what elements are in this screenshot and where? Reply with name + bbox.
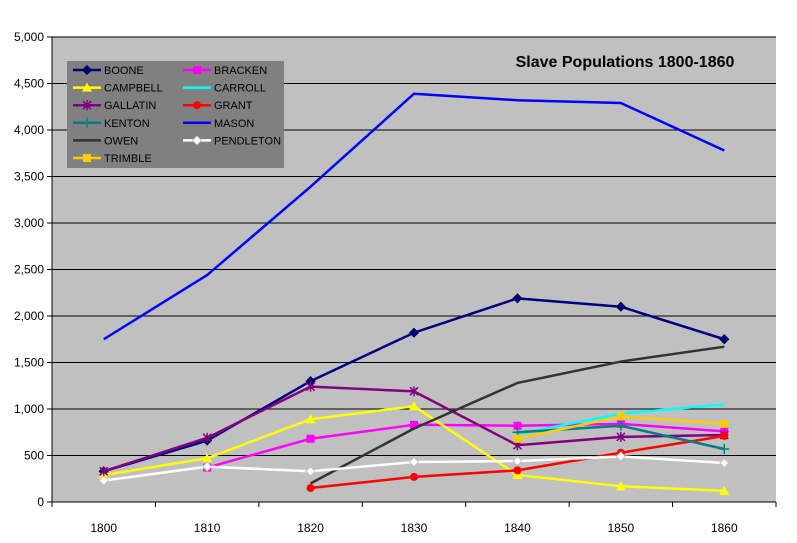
data-point-trimble xyxy=(513,434,522,443)
data-point-pendleton xyxy=(305,466,316,477)
legend-label: PENDLETON xyxy=(214,135,281,147)
data-point-pendleton xyxy=(98,475,109,486)
y-tick-label: 2,500 xyxy=(14,263,44,277)
legend-marker xyxy=(191,135,203,146)
x-tick-label: 1800 xyxy=(90,521,117,535)
y-tick-label: 1,500 xyxy=(14,356,44,370)
legend-item-grant: GRANT xyxy=(183,100,253,112)
data-point-campbell xyxy=(512,470,523,480)
y-tick-label: 5,000 xyxy=(14,30,44,44)
series-lines xyxy=(98,92,730,495)
data-point-pendleton xyxy=(408,456,420,468)
legend-marker xyxy=(193,101,201,110)
data-point-pendleton xyxy=(719,457,730,469)
series-owen xyxy=(309,345,725,485)
legend-item-carroll: CARROLL xyxy=(183,83,266,95)
legend-item-kenton: KENTON xyxy=(73,117,150,130)
x-tick-label: 1810 xyxy=(194,521,221,535)
x-tick-label: 1830 xyxy=(401,521,428,535)
x-tick-label: 1860 xyxy=(711,521,738,535)
series-pendleton xyxy=(98,451,730,486)
series-campbell xyxy=(98,401,730,495)
x-tick-label: 1820 xyxy=(297,521,324,535)
data-point-gallatin xyxy=(202,432,212,443)
data-point-kenton xyxy=(615,420,626,431)
x-tick-label: 1840 xyxy=(504,521,531,535)
data-point-boone xyxy=(615,301,626,312)
legend-label: TRIMBLE xyxy=(104,153,152,165)
data-point-boone xyxy=(719,334,730,345)
data-point-bracken xyxy=(306,434,315,443)
data-point-boone xyxy=(408,327,420,338)
legend: BOONE BRACKEN CAMPBELL CARROLL GALLATIN GRANT… xyxy=(67,61,284,168)
data-point-bracken xyxy=(410,420,418,429)
y-tick-label: 3,000 xyxy=(14,216,44,230)
legend-item-trimble: TRIMBLE xyxy=(73,153,152,165)
y-tick-label: 1,000 xyxy=(14,402,44,416)
data-point-gallatin xyxy=(409,386,419,397)
data-point-pendleton xyxy=(512,456,523,467)
data-point-bracken xyxy=(513,421,522,430)
chart-title: Slave Populations 1800-1860 xyxy=(516,54,735,71)
series-mason xyxy=(103,92,725,341)
data-point-trimble xyxy=(616,412,625,421)
legend-marker xyxy=(82,82,92,92)
data-point-gallatin xyxy=(616,431,626,442)
data-point-campbell xyxy=(615,481,626,491)
y-tick-label: 2,000 xyxy=(14,309,44,323)
series-trimble xyxy=(513,412,729,443)
legend-label: BOONE xyxy=(104,65,144,77)
legend-marker xyxy=(193,66,201,74)
legend-item-owen: OWEN xyxy=(73,135,138,147)
data-point-grant xyxy=(306,484,315,493)
y-tick-label: 4,500 xyxy=(14,77,44,91)
legend-label: CAMPBELL xyxy=(104,83,163,95)
data-point-campbell xyxy=(202,453,213,463)
data-point-campbell xyxy=(719,485,730,495)
legend-label: OWEN xyxy=(104,135,138,147)
legend-label: BRACKEN xyxy=(214,65,267,77)
legend-box xyxy=(67,61,284,168)
legend-item-gallatin: GALLATIN xyxy=(73,100,156,112)
data-point-gallatin xyxy=(99,466,109,477)
legend-item-bracken: BRACKEN xyxy=(183,65,267,77)
data-point-kenton xyxy=(719,443,730,454)
data-point-pendleton xyxy=(615,451,626,462)
data-point-campbell xyxy=(409,401,419,411)
legend-label: KENTON xyxy=(104,118,150,130)
data-point-campbell xyxy=(305,414,316,424)
series-line-mason xyxy=(103,92,725,341)
data-point-pendleton xyxy=(202,461,213,472)
legend-marker xyxy=(81,64,93,76)
legend-item-campbell: CAMPBELL xyxy=(73,82,163,95)
data-point-grant xyxy=(410,472,418,481)
y-tick-label: 4,000 xyxy=(14,123,44,137)
data-point-grant xyxy=(513,466,522,475)
legend-label: GALLATIN xyxy=(104,100,156,112)
legend-marker xyxy=(82,100,92,111)
data-point-trimble xyxy=(720,419,729,428)
legend-item-mason: MASON xyxy=(183,118,254,130)
legend-item-pendleton: PENDLETON xyxy=(183,135,281,147)
data-point-grant xyxy=(720,431,729,440)
legend-item-boone: BOONE xyxy=(73,64,144,77)
data-point-gallatin xyxy=(306,381,316,392)
y-tick-label: 0 xyxy=(37,495,44,509)
series-line-owen xyxy=(309,345,725,485)
legend-marker xyxy=(83,154,91,162)
x-tick-label: 1850 xyxy=(608,521,635,535)
legend-marker xyxy=(82,117,92,128)
legend-label: MASON xyxy=(214,118,254,130)
legend-label: GRANT xyxy=(214,100,253,112)
data-point-boone xyxy=(512,293,523,304)
axes: 0 500 1,000 1,500 2,000 2,500 3,000 3,500 4,000 4… xyxy=(14,30,777,535)
series-line-bracken xyxy=(206,422,725,469)
y-tick-label: 3,500 xyxy=(14,170,44,184)
legend-label: CARROLL xyxy=(214,83,266,95)
y-tick-label: 500 xyxy=(24,449,44,463)
